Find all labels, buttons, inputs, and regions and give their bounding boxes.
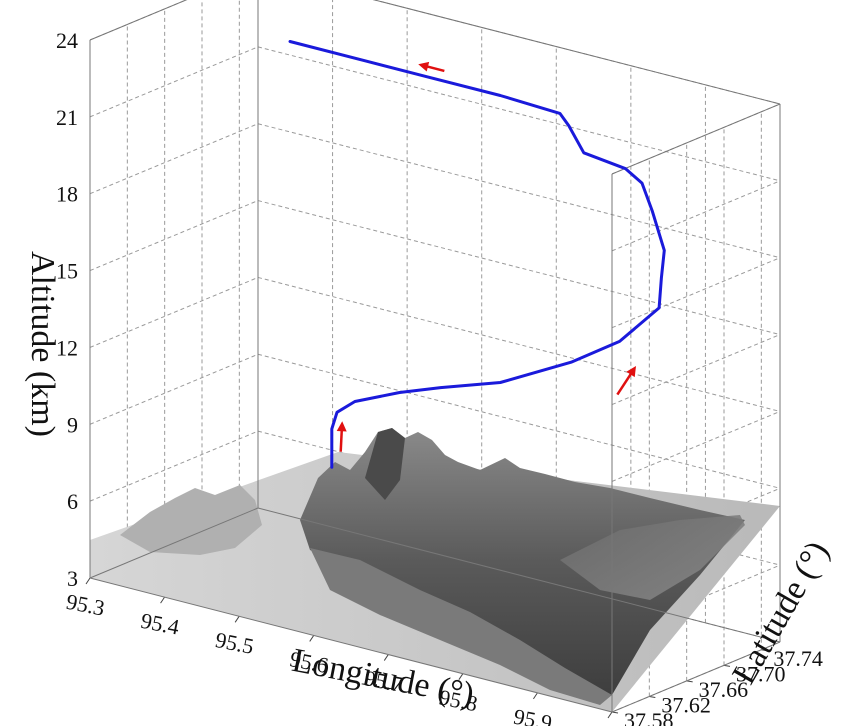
axis-edge <box>611 641 781 713</box>
x-tick-mark <box>309 635 315 642</box>
left-grid-line <box>89 123 259 195</box>
axis-edges <box>89 0 781 713</box>
back-grid-line <box>257 276 781 412</box>
y-tick-mark <box>761 649 768 652</box>
direction-arrow-head <box>418 61 430 72</box>
x-tick-label: 95.4 <box>139 608 182 640</box>
back-grid-line <box>257 353 781 489</box>
axis-edge <box>89 0 188 41</box>
y-tick-mark <box>649 695 656 698</box>
y-tick-mark <box>611 711 619 714</box>
z-axis-title: Altitude (km) <box>24 251 61 437</box>
direction-arrows <box>336 61 637 452</box>
trajectory-line <box>288 40 666 469</box>
left-grid-line <box>89 430 259 502</box>
x-tick-mark <box>383 654 389 661</box>
x-tick-labels: 95.395.495.595.695.795.895.996.0 <box>64 589 629 726</box>
right-grid-line <box>611 334 781 406</box>
z-tick-label: 24 <box>56 28 78 53</box>
direction-arrow-head <box>626 366 637 378</box>
terrain-left-hills <box>120 485 262 555</box>
back-grid-line <box>257 46 781 182</box>
y-tick-mark <box>723 664 731 667</box>
z-tick-label: 15 <box>56 259 78 284</box>
terrain-peak-shadow <box>365 428 405 500</box>
left-grid-line <box>89 0 188 41</box>
axis-edge <box>611 103 781 175</box>
z-tick-label: 12 <box>56 335 78 360</box>
z-tick-label: 21 <box>56 105 78 130</box>
right-grid-line <box>611 410 781 482</box>
direction-arrow-shaft <box>339 427 344 452</box>
y-tick-label: 37.62 <box>661 692 711 717</box>
z-tick-label: 9 <box>67 412 78 437</box>
trajectory <box>288 40 666 469</box>
back-grid-line <box>257 123 781 259</box>
axis-edge <box>89 577 613 713</box>
right-grid-line <box>611 180 781 252</box>
direction-arrow-head <box>336 421 347 432</box>
left-grid-line <box>89 353 259 425</box>
back-grid-line <box>257 200 781 336</box>
left-grid-line <box>89 200 259 272</box>
direction-arrow-shaft <box>616 370 634 396</box>
right-grid-line <box>611 257 781 329</box>
y-tick-mark <box>686 680 693 683</box>
z-tick-labels: 3 6 9 12 15 18 21 24 <box>56 28 78 591</box>
z-tick-label: 3 <box>67 566 78 591</box>
x-tick-mark <box>533 692 538 700</box>
x-tick-label: 95.9 <box>512 704 555 726</box>
x-tick-mark <box>234 616 240 623</box>
y-tick-label: 37.74 <box>773 646 823 671</box>
z-tick-label: 6 <box>67 489 78 514</box>
axis-edge <box>89 507 259 579</box>
x-tick-mark <box>607 711 613 719</box>
z-tick-label: 18 <box>56 182 78 207</box>
terrain-mountain-massif <box>300 428 745 695</box>
direction-arrow <box>336 421 347 452</box>
grid-floor <box>85 577 768 719</box>
x-tick-label: 95.3 <box>64 589 107 621</box>
y-tick-label: 37.58 <box>624 708 674 726</box>
x-tick-mark <box>458 673 464 680</box>
terrain-front-ridge <box>310 548 612 705</box>
x-tick-label: 95.5 <box>213 627 256 659</box>
left-grid-line <box>89 276 259 348</box>
terrain-surface <box>90 428 780 712</box>
direction-arrow <box>616 366 637 396</box>
direction-arrow <box>418 61 445 73</box>
axis-edge <box>372 0 781 105</box>
terrain-right-range <box>560 515 745 600</box>
y-tick-label: 37.66 <box>699 677 749 702</box>
y-tick-label: 37.70 <box>736 661 786 686</box>
x-tick-mark <box>160 596 165 604</box>
axis-edge <box>257 507 781 643</box>
left-grid-line <box>89 46 259 118</box>
x-tick-mark <box>85 577 91 585</box>
